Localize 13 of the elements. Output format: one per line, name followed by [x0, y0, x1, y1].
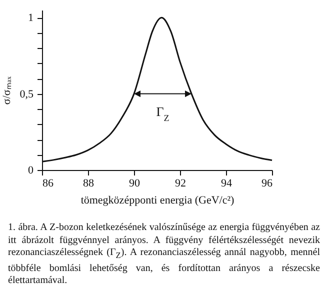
y-axis-title: σ/σₘₐₓ — [0, 76, 13, 105]
y-tick-label: 1 — [28, 12, 34, 24]
x-tick-label: 96 — [262, 178, 273, 190]
x-tick-label: 94 — [221, 178, 232, 190]
text: 1. ábra. A Z-bozon keletkezésének valószínűsége az energia függvényében az itt ábrázolt függvénnyel arányos. A függvény félértékszélességét nevezik rezonanciaszélességnek (Γ$_{Z}$). A rezonanciaszélesség annál nagyobb, mennél többféle bomlási lehetőség van, és fordítottan arányos a részecske élettartamával. — [8, 222, 320, 288]
y-tick-label: 0 — [28, 164, 34, 176]
y-tick-label: 0,5 — [20, 88, 34, 100]
x-axis-title: tömegközépponti energia (GeV/c²) — [80, 194, 235, 206]
x-tick-label: 88 — [83, 178, 94, 190]
x-tick-label: 86 — [42, 178, 54, 190]
x-tick-label: 90 — [129, 178, 140, 190]
x-tick-label: 92 — [175, 178, 186, 190]
annotation: Γ$_{Z}$ — [156, 104, 170, 123]
